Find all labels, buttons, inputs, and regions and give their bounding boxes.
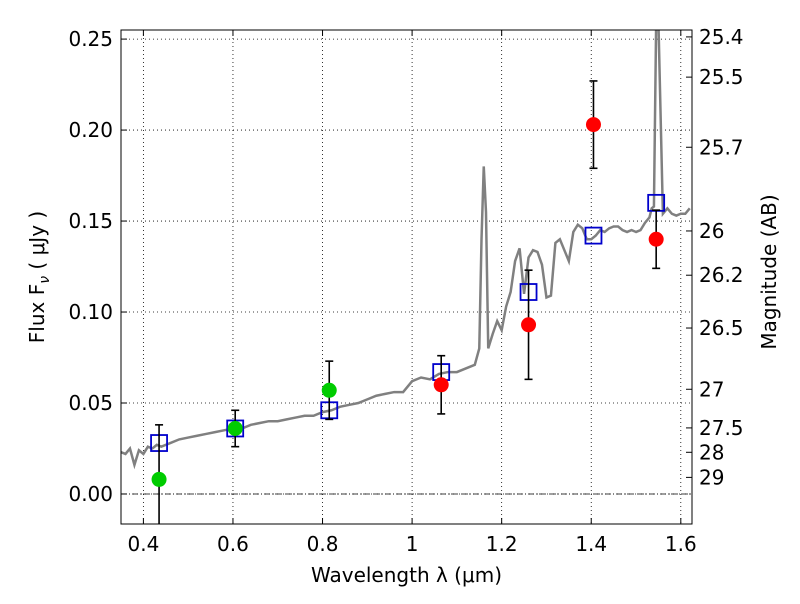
x-tick-label: 1.2 <box>486 532 518 556</box>
y-axis-left-label-sub: ν <box>37 276 53 284</box>
mag-tick-label: 26.5 <box>699 316 744 340</box>
grid <box>121 30 692 524</box>
y-tick-label: 0.25 <box>68 27 113 51</box>
y-axis-left-label-main: Flux F <box>25 284 49 343</box>
y-axis-right-label: Magnitude (AB) <box>757 194 781 349</box>
y-tick-label: 0.05 <box>68 391 113 415</box>
observed-flux-point <box>585 117 601 133</box>
observed-flux-point <box>321 382 337 398</box>
model-square-point <box>584 226 603 245</box>
mag-tick-label: 27.5 <box>699 416 744 440</box>
observed-flux-point <box>648 231 664 247</box>
mag-tick-label: 27 <box>699 377 724 401</box>
y-tick-label: 0.15 <box>68 209 113 233</box>
y-axis-left-label: Flux Fν ( μJy ) <box>25 211 53 343</box>
x-tick-label: 0.6 <box>217 532 249 556</box>
x-tick-label: 1 <box>406 532 419 556</box>
spectrum-line <box>121 30 691 470</box>
observed-flux-point <box>151 471 167 487</box>
y-axis-left-label-unit: ( μJy ) <box>25 211 49 276</box>
x-tick-label: 0.4 <box>127 532 159 556</box>
observed-flux-point <box>227 420 243 436</box>
mag-tick-label: 26 <box>699 219 724 243</box>
mag-tick-label: 25.7 <box>699 135 744 159</box>
y-tick-label: 0.00 <box>68 482 113 506</box>
plot-frame <box>120 29 693 525</box>
mag-tick-label: 29 <box>699 465 724 489</box>
observed-flux-point <box>521 317 537 333</box>
y-tick-label: 0.20 <box>68 118 113 142</box>
x-axis: 0.4 0.6 0.8 1 1.2 1.4 1.6 <box>127 30 697 556</box>
y-tick-label: 0.10 <box>68 300 113 324</box>
x-axis-label: Wavelength λ (μm) <box>311 563 502 587</box>
x-tick-label: 1.4 <box>575 532 607 556</box>
mag-tick-label: 25.4 <box>699 25 744 49</box>
mag-tick-label: 28 <box>699 440 724 464</box>
series <box>121 30 691 524</box>
x-tick-label: 1.6 <box>665 532 697 556</box>
x-tick-label: 0.8 <box>307 532 339 556</box>
observed-flux-point <box>433 377 449 393</box>
y-axis-left: 0.00 0.05 0.10 0.15 0.20 0.25 <box>68 27 127 506</box>
mag-tick-label: 25.5 <box>699 65 744 89</box>
plot-area <box>121 30 691 524</box>
mag-tick-label: 26.2 <box>699 263 744 287</box>
